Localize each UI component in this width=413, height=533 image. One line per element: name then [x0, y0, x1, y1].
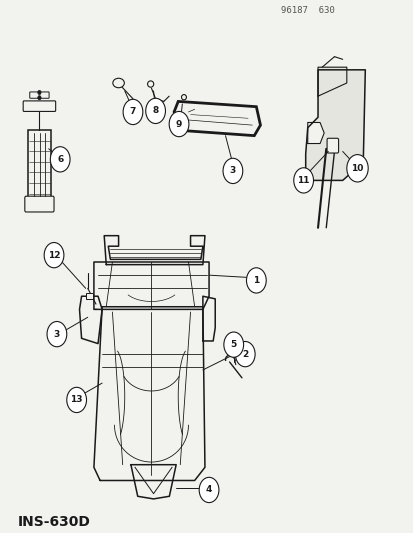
Text: 3: 3: [54, 329, 60, 338]
FancyBboxPatch shape: [326, 138, 338, 153]
Circle shape: [223, 332, 243, 357]
Circle shape: [169, 111, 188, 136]
FancyBboxPatch shape: [25, 196, 54, 212]
Text: 5: 5: [230, 340, 236, 349]
Polygon shape: [307, 123, 323, 143]
Circle shape: [66, 387, 86, 413]
Polygon shape: [317, 67, 346, 96]
Text: 3: 3: [229, 166, 235, 175]
Text: 12: 12: [47, 251, 60, 260]
FancyBboxPatch shape: [23, 101, 55, 111]
Text: 4: 4: [205, 486, 212, 495]
Text: 9: 9: [176, 119, 182, 128]
Text: 96187  630: 96187 630: [280, 5, 334, 14]
Text: 10: 10: [351, 164, 363, 173]
Circle shape: [223, 158, 242, 183]
Polygon shape: [131, 465, 176, 499]
Text: 13: 13: [70, 395, 83, 405]
Text: 8: 8: [152, 107, 158, 116]
Text: 11: 11: [297, 176, 309, 185]
Text: 1: 1: [253, 276, 259, 285]
Text: 2: 2: [242, 350, 248, 359]
Circle shape: [293, 168, 313, 193]
Circle shape: [44, 243, 64, 268]
FancyBboxPatch shape: [30, 92, 49, 98]
Circle shape: [38, 95, 41, 100]
Circle shape: [123, 99, 142, 125]
Ellipse shape: [147, 81, 153, 87]
Text: 7: 7: [130, 108, 136, 116]
Circle shape: [145, 98, 165, 124]
Bar: [28, 131, 51, 199]
Circle shape: [47, 321, 66, 347]
Polygon shape: [305, 70, 364, 180]
Bar: [85, 293, 93, 299]
Circle shape: [50, 147, 70, 172]
Circle shape: [246, 268, 266, 293]
Circle shape: [38, 91, 41, 94]
Polygon shape: [174, 101, 260, 135]
Polygon shape: [104, 236, 204, 264]
Text: INS-630D: INS-630D: [18, 515, 90, 529]
Polygon shape: [79, 296, 102, 344]
Text: 6: 6: [57, 155, 63, 164]
Ellipse shape: [181, 94, 186, 100]
Polygon shape: [94, 307, 204, 480]
Polygon shape: [202, 296, 215, 341]
Circle shape: [199, 478, 218, 503]
Circle shape: [346, 155, 367, 182]
Ellipse shape: [113, 78, 124, 88]
Circle shape: [235, 342, 254, 367]
Polygon shape: [94, 262, 209, 309]
